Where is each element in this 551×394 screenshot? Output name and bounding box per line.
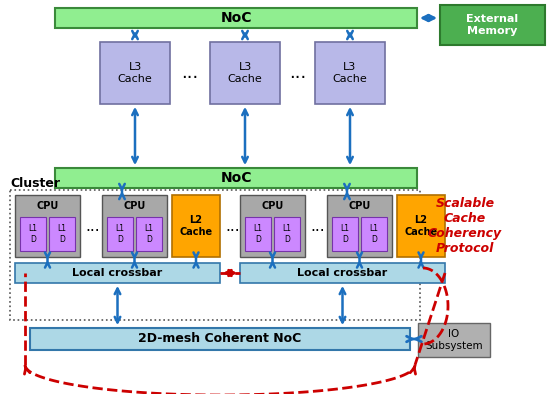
Text: L2
Cache: L2 Cache	[180, 215, 213, 237]
Text: CPU: CPU	[36, 201, 58, 211]
Text: L3
Cache: L3 Cache	[228, 62, 262, 84]
Bar	[274, 217, 300, 251]
Text: NoC: NoC	[220, 11, 252, 25]
Text: ...: ...	[226, 219, 240, 234]
Bar	[315, 42, 385, 104]
Text: L1
D: L1 D	[57, 224, 67, 244]
Bar	[332, 217, 358, 251]
Bar	[10, 190, 420, 320]
Text: L1
D: L1 D	[29, 224, 37, 244]
Text: ...: ...	[311, 219, 325, 234]
Bar	[49, 217, 75, 251]
Text: L1
D: L1 D	[283, 224, 291, 244]
Text: L1
D: L1 D	[253, 224, 262, 244]
Text: ...: ...	[86, 219, 100, 234]
Text: Scalable
Cache
Coherency
Protocol: Scalable Cache Coherency Protocol	[428, 197, 502, 255]
Text: IO
Subsystem: IO Subsystem	[425, 329, 483, 351]
Bar	[107, 217, 133, 251]
Bar	[55, 8, 417, 28]
Bar	[100, 42, 170, 104]
Text: NoC: NoC	[220, 171, 252, 185]
Bar	[240, 263, 445, 283]
Text: CPU: CPU	[348, 201, 371, 211]
Bar	[172, 195, 220, 257]
Text: L1
D: L1 D	[116, 224, 125, 244]
Bar	[361, 217, 387, 251]
Bar	[15, 263, 220, 283]
Text: L1
D: L1 D	[144, 224, 154, 244]
Text: Local crossbar: Local crossbar	[298, 268, 387, 278]
Text: External
Memory: External Memory	[467, 14, 518, 36]
Bar	[210, 42, 280, 104]
Bar	[102, 195, 167, 257]
Text: L2
Cache: L2 Cache	[404, 215, 437, 237]
Bar	[20, 217, 46, 251]
Bar	[327, 195, 392, 257]
Text: CPU: CPU	[261, 201, 284, 211]
Bar	[245, 217, 271, 251]
Text: L3
Cache: L3 Cache	[333, 62, 368, 84]
Bar	[418, 323, 490, 357]
Text: L3
Cache: L3 Cache	[117, 62, 153, 84]
Bar	[15, 195, 80, 257]
Bar	[55, 168, 417, 188]
Text: Cluster: Cluster	[10, 177, 60, 190]
Text: ...: ...	[289, 64, 306, 82]
Text: CPU: CPU	[123, 201, 145, 211]
Text: L1
D: L1 D	[370, 224, 379, 244]
Bar	[397, 195, 445, 257]
Text: Local crossbar: Local crossbar	[72, 268, 163, 278]
Bar	[240, 195, 305, 257]
Text: 2D-mesh Coherent NoC: 2D-mesh Coherent NoC	[138, 333, 301, 346]
Bar	[440, 5, 545, 45]
Text: L1
D: L1 D	[341, 224, 349, 244]
Bar	[30, 328, 410, 350]
Text: ...: ...	[181, 64, 198, 82]
Bar	[136, 217, 162, 251]
